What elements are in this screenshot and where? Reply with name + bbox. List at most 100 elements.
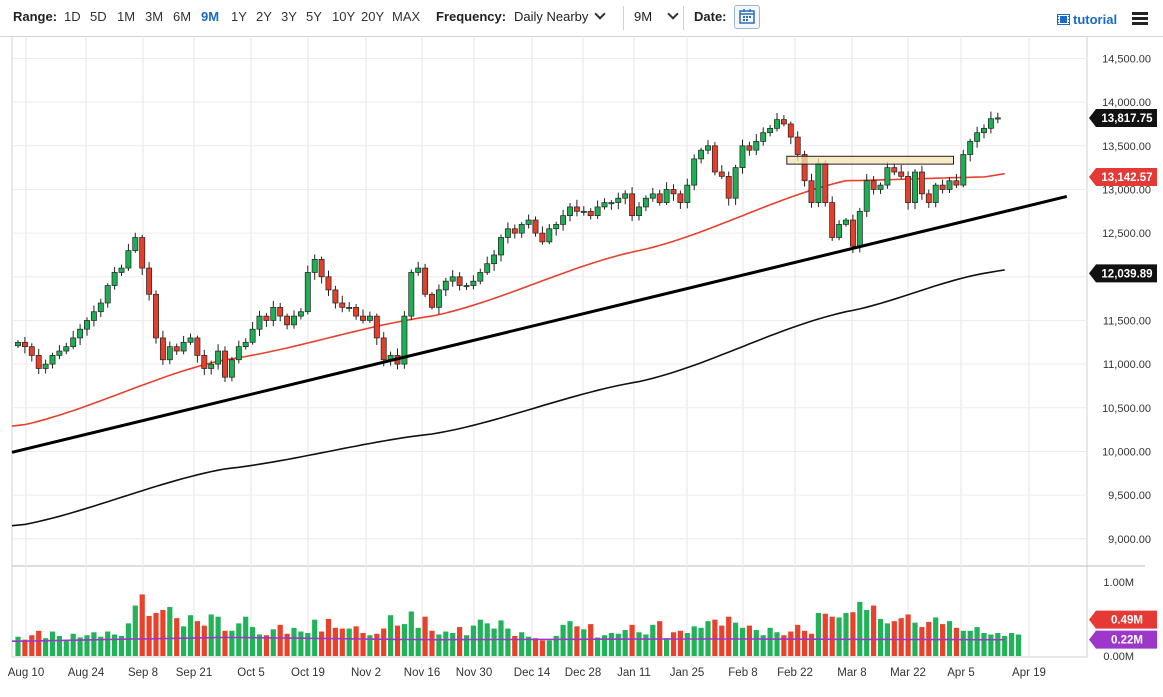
- volume-bar-down: [36, 630, 42, 656]
- volume-bar-up: [1009, 633, 1015, 656]
- volume-bar-up: [836, 617, 842, 656]
- candle-down: [380, 337, 387, 361]
- volume-bar-down: [353, 626, 359, 656]
- candle-up: [967, 141, 974, 155]
- volume-bar-up: [581, 629, 587, 656]
- volume-bar-up: [298, 631, 304, 656]
- candle-up: [235, 346, 242, 361]
- price-badge: 13,817.75: [1101, 113, 1153, 125]
- volume-bar-up: [933, 617, 939, 656]
- volume-bar-up: [443, 631, 449, 656]
- candle-up: [442, 280, 449, 291]
- range-button-3y[interactable]: 3Y: [281, 9, 297, 24]
- volume-bar-up: [70, 633, 76, 656]
- candle-up: [401, 315, 408, 365]
- candle-up: [270, 307, 277, 321]
- range-button-1y[interactable]: 1Y: [231, 9, 247, 24]
- candle-up: [15, 341, 21, 347]
- range-button-3m[interactable]: 3M: [145, 9, 164, 24]
- candle-up: [187, 337, 194, 343]
- candle-up: [484, 263, 491, 273]
- range-button-5d[interactable]: 5D: [90, 9, 107, 24]
- volume-bar-down: [381, 628, 387, 656]
- candle-up: [960, 154, 967, 186]
- volume-bar-down: [422, 616, 428, 656]
- volume-bar-down: [160, 610, 166, 656]
- tutorial-link[interactable]: tutorial: [1057, 12, 1117, 27]
- candle-up: [77, 328, 84, 339]
- price-badge-shape: [1089, 264, 1157, 283]
- candle-up: [97, 302, 104, 313]
- volume-bar-up: [250, 627, 256, 656]
- candle-down: [718, 171, 725, 177]
- candle-up: [215, 350, 222, 365]
- range-button-6m[interactable]: 6M: [173, 9, 192, 24]
- x-tick-label: Sep 8: [128, 667, 158, 679]
- volume-bar-up: [436, 634, 442, 656]
- candle-up: [435, 289, 442, 308]
- volume-bar-up: [470, 625, 476, 656]
- candle-up: [470, 280, 477, 286]
- candle-down: [159, 337, 166, 361]
- grid-layer: [11, 36, 1145, 658]
- range-button-9m[interactable]: 9M: [201, 9, 220, 24]
- period-select[interactable]: 9M: [634, 8, 679, 25]
- candle-up: [311, 258, 318, 273]
- candle-up: [691, 158, 698, 186]
- range-button-max[interactable]: MAX: [392, 9, 421, 24]
- candle-layer: [15, 111, 1001, 383]
- candle-up: [774, 119, 780, 129]
- volume-bar-up: [450, 633, 456, 656]
- x-tick-label: Aug 10: [8, 667, 44, 679]
- candle-up: [580, 210, 587, 213]
- volume-bar-up: [664, 638, 670, 656]
- volume-bar-down: [574, 626, 580, 656]
- x-tick-label: Oct 5: [237, 667, 264, 679]
- candle-down: [677, 193, 684, 203]
- volume-bar-up: [595, 637, 601, 656]
- range-button-1d[interactable]: 1D: [64, 9, 81, 24]
- x-tick-label: Dec 28: [565, 667, 601, 679]
- chevron-down-icon: [594, 8, 607, 20]
- candle-down: [656, 193, 663, 203]
- range-button-2y[interactable]: 2Y: [256, 9, 272, 24]
- candle-up: [242, 341, 249, 348]
- frequency-select[interactable]: Daily Nearby: [514, 8, 607, 25]
- volume-bar-down: [532, 638, 539, 656]
- volume-bar-up: [15, 636, 21, 656]
- tutorial-film-icon: [1057, 14, 1070, 25]
- candle-up: [180, 341, 187, 352]
- range-button-1m[interactable]: 1M: [117, 9, 136, 24]
- hamburger-menu-icon[interactable]: [1132, 12, 1148, 26]
- range-button-20y[interactable]: 20Y: [361, 9, 385, 24]
- candle-up: [408, 272, 415, 317]
- volume-bar-up: [463, 635, 470, 656]
- volume-badge-shape: [1089, 630, 1157, 649]
- candle-down: [35, 355, 42, 369]
- ma-50-line: [11, 172, 1005, 427]
- range-button-10y[interactable]: 10Y: [332, 9, 356, 24]
- candle-down: [360, 315, 366, 321]
- date-picker-button[interactable]: [734, 5, 760, 29]
- x-tick-label: Aug 24: [68, 667, 105, 679]
- range-button-5y[interactable]: 5Y: [306, 9, 322, 24]
- candle-up: [208, 363, 215, 369]
- candle-down: [201, 355, 208, 369]
- candle-up: [491, 254, 498, 265]
- candle-down: [532, 219, 539, 234]
- candle-up: [166, 346, 173, 361]
- volume-bar-down: [394, 625, 401, 656]
- calendar-icon: [739, 9, 755, 24]
- candle-up: [760, 132, 767, 142]
- volume-bar-up: [622, 630, 628, 656]
- x-tick-label: Jan 11: [617, 667, 651, 679]
- frequency-label: Frequency:: [436, 9, 507, 24]
- volume-bar-down: [788, 631, 794, 656]
- candle-down: [456, 276, 463, 286]
- price-badge-shape: [1089, 109, 1157, 128]
- volume-bar-up: [946, 621, 953, 656]
- volume-bar-down: [284, 633, 290, 656]
- volume-bar-down: [795, 624, 801, 656]
- candle-up: [601, 202, 608, 208]
- candle-up: [946, 180, 953, 190]
